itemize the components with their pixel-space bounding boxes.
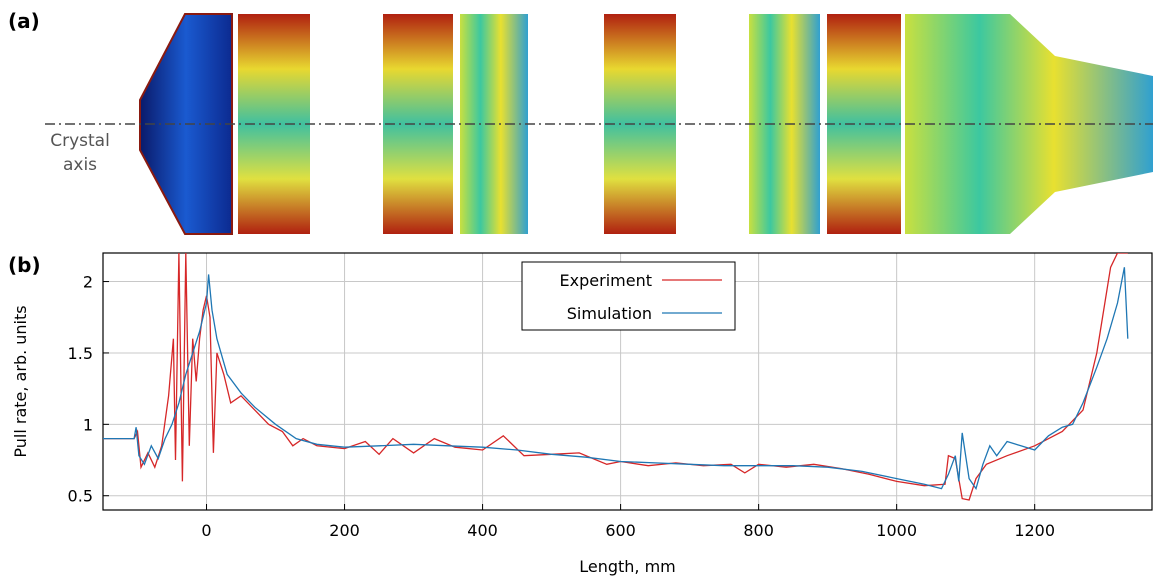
axis-annotation: Crystal — [50, 131, 110, 151]
x-tick-label: 800 — [743, 521, 774, 540]
x-tick-label: 200 — [329, 521, 360, 540]
x-axis-label: Length, mm — [579, 557, 676, 576]
y-tick-label: 0.5 — [68, 487, 93, 506]
y-tick-label: 2 — [83, 273, 93, 292]
x-tick-label: 600 — [605, 521, 636, 540]
y-axis-label: Pull rate, arb. units — [11, 305, 30, 457]
x-tick-label: 1200 — [1014, 521, 1055, 540]
legend-label: Simulation — [567, 304, 652, 323]
y-tick-label: 1.5 — [68, 344, 93, 363]
x-tick-label: 0 — [201, 521, 211, 540]
series-group — [103, 253, 1129, 501]
x-tick-label: 1000 — [876, 521, 917, 540]
panel-label: (a) — [8, 9, 40, 33]
panel-b: 0 200 400 600 800 1000 1200 0.5 1 1.5 2 Length, mm P… — [11, 252, 1153, 576]
plot-frame — [102, 252, 1153, 511]
y-tick-label: 1 — [83, 415, 93, 434]
legend-box — [521, 261, 736, 331]
x-tick-label: 400 — [467, 521, 498, 540]
legend-label: Experiment — [560, 271, 652, 290]
panel-a: (a) Crystal axis — [8, 9, 1153, 235]
axis-annotation: axis — [63, 155, 97, 175]
series-line — [103, 267, 1129, 491]
panel-label: (b) — [8, 253, 41, 277]
